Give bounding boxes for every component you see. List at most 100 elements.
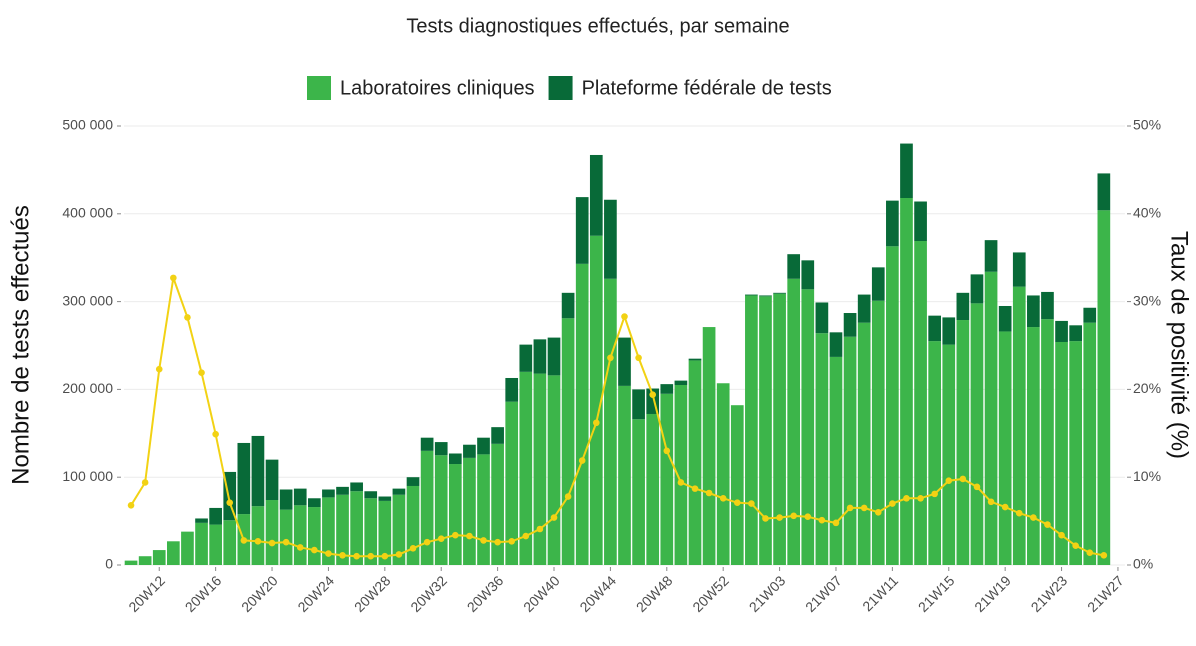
bar-segment: [152, 550, 166, 565]
x-tick-label: 20W48: [633, 572, 676, 615]
positivity-point: [1044, 521, 1051, 528]
bar-segment: [1012, 252, 1026, 287]
x-tick-label: 20W32: [407, 572, 450, 615]
bar-segment: [914, 241, 927, 565]
positivity-point: [170, 274, 177, 282]
positivity-point: [282, 538, 290, 546]
y-tick-label: 300 000: [62, 292, 113, 308]
positivity-point: [226, 499, 234, 506]
bar-segment: [223, 520, 237, 565]
y2-tick-label: 30%: [1133, 292, 1161, 308]
bar-segment: [674, 385, 688, 565]
bar-segment: [181, 531, 194, 565]
bar-segment: [815, 333, 829, 565]
y2-tick-label: 40%: [1133, 205, 1161, 221]
positivity-point: [381, 552, 389, 560]
positivity-point: [212, 430, 219, 438]
bar-segment: [1097, 210, 1111, 565]
x-tick-label: 20W44: [576, 572, 619, 615]
bar-segment: [702, 327, 716, 565]
bar-segment: [209, 507, 222, 525]
bar-segment: [392, 488, 406, 495]
bar-segment: [406, 485, 420, 565]
bar-segment: [533, 373, 547, 565]
x-tick-label: 21W19: [971, 572, 1014, 615]
positivity-point: [353, 552, 360, 560]
positivity-point: [466, 532, 473, 540]
x-tick-label: 20W16: [182, 572, 225, 615]
bar-segment: [195, 522, 208, 565]
x-tick-label: 21W11: [859, 572, 901, 614]
y-tick-label: 400 000: [62, 205, 113, 221]
bar-segment: [914, 201, 927, 242]
y-tick-label: 200 000: [62, 380, 113, 396]
y-tick-label: 100 000: [62, 468, 113, 484]
bar-segment: [406, 477, 420, 486]
bar-segment: [364, 491, 378, 499]
bar-segment: [604, 199, 617, 279]
positivity-point: [536, 525, 544, 533]
bar-segment: [589, 235, 603, 565]
positivity-point: [1072, 542, 1079, 549]
x-tick-label: 21W03: [746, 572, 789, 615]
bar-segment: [477, 437, 490, 455]
y-axis-title: Nombre de tests effectués: [7, 205, 34, 485]
positivity-point: [268, 539, 276, 547]
positivity-point: [155, 365, 163, 373]
positivity-point: [395, 551, 403, 558]
legend-label: Plateforme fédérale de tests: [582, 77, 832, 99]
x-tick-label: 20W36: [464, 572, 507, 615]
positivity-point: [762, 515, 769, 522]
bar-segment: [138, 556, 152, 565]
bar-segment: [575, 197, 589, 264]
bar-segment: [434, 455, 448, 565]
bar-segment: [237, 442, 251, 515]
bar-segment: [265, 500, 279, 565]
bar-segment: [1041, 319, 1054, 565]
bar-segment: [759, 295, 772, 297]
bar-segment: [1027, 295, 1040, 328]
bar-segment: [815, 302, 829, 334]
bar-segment: [900, 143, 913, 198]
positivity-point: [889, 500, 896, 507]
bar-segment: [730, 405, 744, 565]
bar-segment: [801, 289, 815, 565]
bar-segment: [956, 320, 970, 565]
positivity-point: [198, 369, 205, 377]
bar-segment: [477, 454, 490, 565]
positivity-point: [917, 494, 924, 502]
bar-segment: [209, 524, 222, 565]
positivity-point: [494, 538, 501, 546]
positivity-point: [635, 354, 642, 362]
positivity-point: [748, 500, 755, 507]
bar-segment: [970, 303, 984, 565]
positivity-point: [127, 501, 135, 509]
bar-segment: [1055, 341, 1068, 565]
positivity-point: [846, 504, 854, 512]
positivity-point: [719, 494, 727, 502]
bar-segment: [1069, 325, 1082, 342]
positivity-point: [677, 479, 685, 486]
positivity-point: [423, 538, 431, 546]
bar-segment: [674, 380, 688, 386]
bar-segment: [350, 491, 363, 565]
bar-segment: [561, 318, 575, 565]
positivity-point: [860, 504, 868, 512]
positivity-point: [1015, 509, 1023, 517]
bar-segment: [618, 385, 631, 565]
bar-segment: [604, 278, 617, 565]
bar-segment: [660, 393, 674, 565]
bar-segment: [533, 339, 547, 374]
bar-segment: [322, 489, 335, 498]
positivity-point: [818, 516, 826, 524]
bar-segment: [618, 337, 631, 386]
positivity-point: [945, 477, 953, 485]
legend-label: Laboratoires cliniques: [340, 77, 535, 99]
bar-segment: [787, 278, 801, 565]
positivity-point: [621, 313, 628, 320]
bar-segment: [575, 263, 589, 565]
bar-segment: [984, 271, 998, 565]
bar-segment: [632, 389, 645, 420]
bar-segment: [1083, 307, 1097, 323]
